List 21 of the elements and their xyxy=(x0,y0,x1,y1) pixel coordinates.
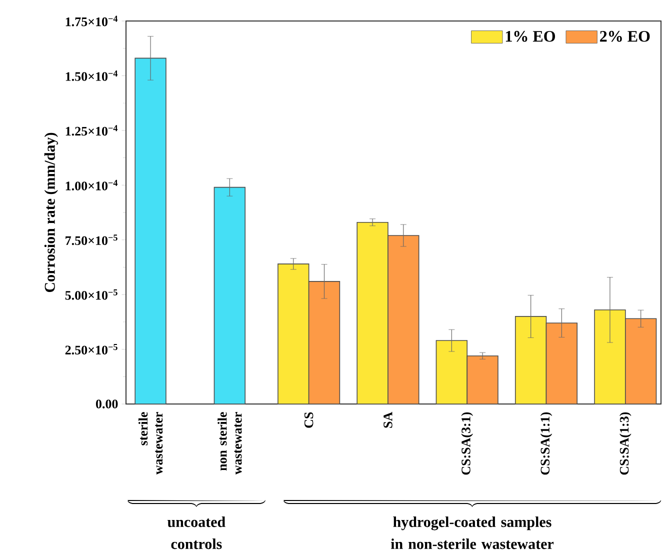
y-axis-title: Corrosion rate (mm/day) xyxy=(44,132,58,292)
y-tick-label: 0.00 xyxy=(96,400,118,408)
x-tick-label: CS:SA(3:1) xyxy=(461,412,473,475)
x-tick-label: CS:SA(1:3) xyxy=(620,412,632,475)
y-tick-label: 7.50×10$^{−5}$ xyxy=(66,234,118,246)
bar xyxy=(214,186,246,404)
x-tick-label: CS:SA(1:1) xyxy=(540,412,552,475)
text: uncoated controls xyxy=(168,516,226,550)
y-tick-label: 2.50×10$^{−5}$ xyxy=(65,344,118,355)
text: hydrogel-coated samples in non-sterile wastewater xyxy=(390,516,554,550)
legend-label: 2% EO xyxy=(600,30,650,42)
legend-label: 1% EO xyxy=(506,30,556,42)
x-tick-label: sterile wastewater xyxy=(138,412,163,475)
x-tick-label: CS xyxy=(304,412,314,428)
y-tick-label: 1.00×10$^{−4}$ xyxy=(66,180,118,190)
y-tick-label: 1.50×10$^{−4}$ xyxy=(66,70,118,81)
y-tick-label: 1.75×10$^{−4}$ xyxy=(66,16,118,26)
bar xyxy=(134,58,166,404)
y-tick-label: 1.25×10$^{−4}$ xyxy=(66,125,118,136)
y-tick-label: 5.00×10$^{−5}$ xyxy=(65,289,118,300)
x-tick-label: SA xyxy=(384,412,392,428)
